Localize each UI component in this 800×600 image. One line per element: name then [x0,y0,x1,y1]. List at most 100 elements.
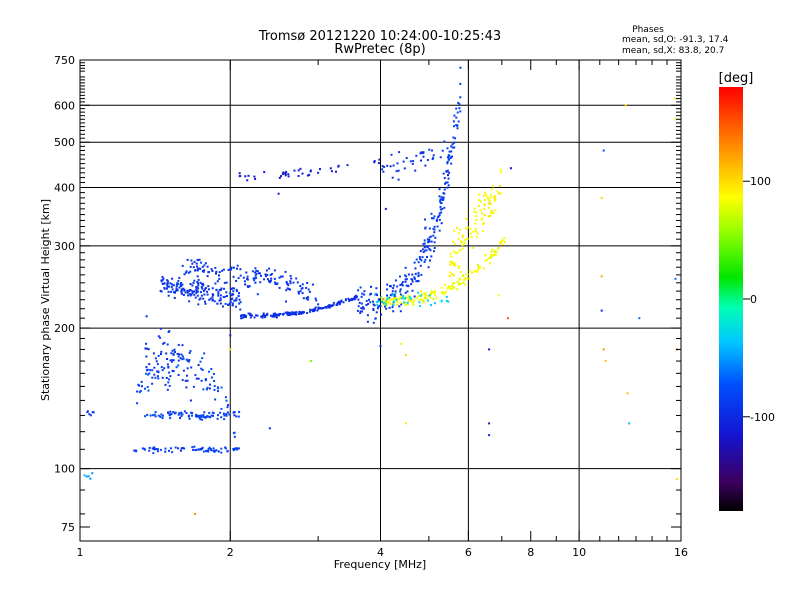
o-mode-point [185,270,188,273]
o-mode-point [443,140,446,143]
y-tick-label: 100 [54,463,75,476]
x-axis-label: Frequency [MHz] [334,558,426,571]
x-mode-point [440,286,443,289]
o-mode-point [178,353,181,356]
low-e-layer-point [88,413,91,416]
o-mode-point [397,169,400,172]
o-mode-point [305,286,308,289]
x-mode-point [451,285,453,288]
o-mode-point [221,269,224,272]
x-mode-point [383,297,386,300]
noise-point [405,422,407,425]
x-mode-point [459,271,462,273]
o-mode-point [291,311,294,314]
y-tick-label: 500 [54,136,75,149]
o-mode-point [202,270,205,273]
noise-point [506,317,509,320]
o-mode-point [451,146,454,149]
o-mode-point [178,286,181,289]
x-mode-point [472,230,475,233]
x-mode-point [479,266,482,268]
o-mode-point [195,262,198,265]
o-mode-point [306,282,309,284]
o-mode-point [251,314,253,317]
o-mode-point [378,298,381,301]
x-mode-point [429,293,432,296]
e-layer-point [201,357,204,360]
o-mode-point [414,169,417,172]
x-mode-point [457,267,460,270]
o-mode-point [257,272,260,275]
o-mode-point [253,279,256,282]
o-mode-point [442,196,445,199]
o-mode-point [189,292,192,295]
o-mode-point [309,170,312,173]
low-e-layer-point [180,447,183,450]
o-mode-point [166,358,169,360]
o-mode-point [384,305,386,308]
x-mode-point [447,300,450,303]
e-layer-point [235,415,238,418]
o-mode-point [449,157,452,159]
o-mode-point [272,313,275,316]
o-mode-point [207,288,210,291]
low-e-layer-point [89,414,92,417]
o-mode-point [186,291,189,294]
x-mode-point [410,297,412,300]
x-mode-point [448,275,451,278]
noise-point [602,149,605,152]
e-layer-point [136,390,139,393]
o-mode-point [255,272,258,275]
o-mode-point [225,291,228,294]
o-mode-point [399,290,402,293]
o-mode-point [190,293,193,296]
o-mode-point [237,277,240,280]
x-mode-point [488,201,491,204]
o-mode-point [403,167,406,170]
o-mode-point [218,271,221,274]
o-mode-point [253,175,256,178]
e-layer-point [157,414,160,417]
x-mode-point [391,294,394,297]
o-mode-point [159,336,162,339]
o-mode-point [426,159,429,161]
e-layer-point [146,413,149,416]
o-mode-point [305,297,308,300]
o-mode-point [357,298,360,301]
x-mode-point [440,300,443,303]
o-mode-point [230,287,233,290]
o-mode-point [359,286,362,289]
x-mode-point [453,286,456,289]
o-mode-point [200,294,203,297]
low-e-layer-point [210,449,213,452]
low-e-layer-point [168,449,170,452]
o-mode-point [256,314,259,317]
o-mode-point [396,162,399,165]
o-mode-point [438,212,441,215]
o-mode-point [253,316,256,319]
o-mode-point [427,240,430,243]
x-mode-point [399,301,402,304]
x-mode-point [457,237,460,240]
o-mode-point [218,274,220,277]
o-mode-point [314,306,317,309]
o-mode-point [415,154,418,157]
x-mode-point [380,296,383,299]
e-layer-point [207,415,210,418]
o-mode-point [182,287,185,290]
o-mode-point [426,238,429,241]
o-mode-point [429,249,432,252]
o-mode-point [438,188,441,191]
o-mode-point [262,312,265,315]
o-mode-point [239,308,242,311]
o-mode-point [386,294,388,297]
e-layer-point [146,368,149,371]
e-layer-point [188,351,191,354]
o-mode-point [254,281,257,284]
x-mode-point [469,232,472,235]
x-mode-point [405,296,408,299]
o-mode-point [446,186,449,189]
o-mode-point [232,266,235,269]
o-mode-point [287,173,290,176]
x-mode-point [433,293,436,296]
